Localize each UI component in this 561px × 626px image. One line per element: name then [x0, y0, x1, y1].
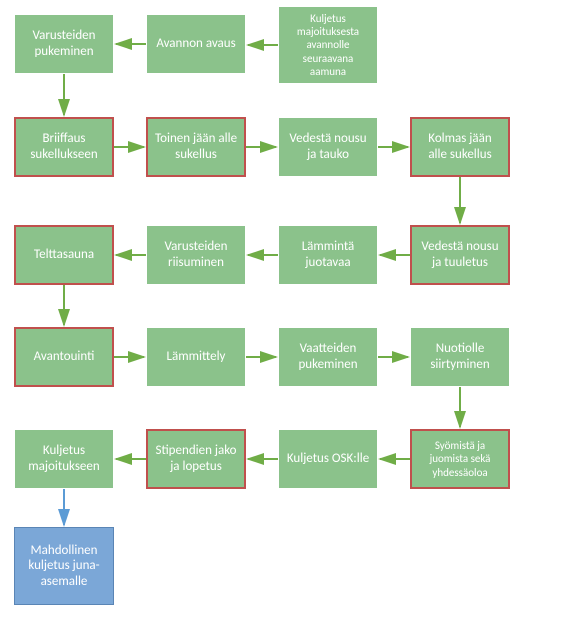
- flow-node: Lämmintä juotavaa: [278, 225, 378, 285]
- flow-node-label: Kuljetus majoitukseen: [21, 443, 107, 474]
- flow-node: Syömistä ja juomista sekä yhdessäoloa: [410, 429, 510, 489]
- flow-node: Vaatteiden pukeminen: [278, 327, 378, 387]
- flow-node: Nuotiolle siirtyminen: [410, 327, 510, 387]
- flow-node-label: Avantouinti: [34, 349, 95, 365]
- flow-node: Vedestä nousu ja tauko: [278, 117, 378, 177]
- flowchart-canvas: Varusteiden pukeminen Avannon avaus Kuljet…: [0, 0, 561, 626]
- flow-node-label: Lämmintä juotavaa: [285, 239, 371, 270]
- flow-node-label: Mahdollinen kuljetus juna-asemalle: [21, 543, 107, 590]
- flow-node: Mahdollinen kuljetus juna-asemalle: [14, 527, 114, 605]
- flow-node-label: Kuljetus OSK:lle: [287, 451, 369, 467]
- flow-node-label: Toinen jään alle sukellus: [154, 131, 238, 162]
- flow-node-label: Avannon avaus: [156, 36, 235, 52]
- flow-node: Kuljetus majoituksesta avannolle seuraav…: [278, 6, 378, 84]
- flow-node-label: Vaatteiden pukeminen: [285, 341, 371, 372]
- flow-node-label: Syömistä ja juomista sekä yhdessäoloa: [418, 439, 502, 479]
- flow-node-label: Telttasauna: [34, 247, 94, 263]
- flow-node: Briiffaus sukellukseen: [14, 117, 114, 177]
- flow-node: Telttasauna: [14, 225, 114, 285]
- flow-node-label: Kuljetus majoituksesta avannolle seuraav…: [285, 12, 371, 78]
- flow-node: Vedestä nousu ja tuuletus: [410, 225, 510, 285]
- flow-node-label: Stipendien jako ja lopetus: [154, 443, 238, 474]
- flow-node: Stipendien jako ja lopetus: [146, 429, 246, 489]
- flow-node: Kuljetus majoitukseen: [14, 429, 114, 489]
- flow-node-label: Varusteiden riisuminen: [153, 239, 239, 270]
- flow-node: Lämmittely: [146, 327, 246, 387]
- flow-node-label: Varusteiden pukeminen: [21, 28, 107, 59]
- flow-node-label: Briiffaus sukellukseen: [22, 131, 106, 162]
- flow-node: Varusteiden riisuminen: [146, 225, 246, 285]
- flow-node-label: Vedestä nousu ja tuuletus: [418, 239, 502, 270]
- flow-node: Toinen jään alle sukellus: [146, 117, 246, 177]
- flow-node-label: Kolmas jään alle sukellus: [418, 131, 502, 162]
- flow-node: Avannon avaus: [146, 14, 246, 74]
- flow-node: Avantouinti: [14, 327, 114, 387]
- flow-node-label: Lämmittely: [167, 349, 226, 365]
- flow-node-label: Nuotiolle siirtyminen: [417, 341, 503, 372]
- flow-node-label: Vedestä nousu ja tauko: [285, 131, 371, 162]
- flow-node: Varusteiden pukeminen: [14, 14, 114, 74]
- flow-node: Kuljetus OSK:lle: [278, 429, 378, 489]
- flow-node: Kolmas jään alle sukellus: [410, 117, 510, 177]
